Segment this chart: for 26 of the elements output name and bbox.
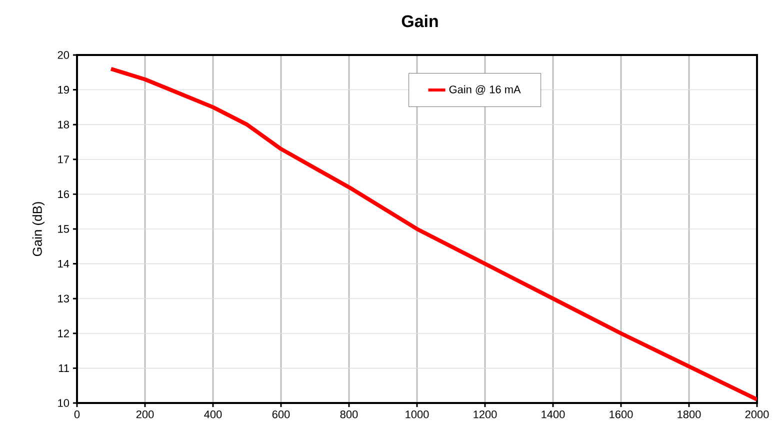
y-tick-label: 12 <box>58 330 69 338</box>
legend-label: Gain @ 16 mA <box>449 85 521 95</box>
x-tick-label: 1000 <box>406 410 429 418</box>
y-tick-label: 14 <box>58 260 70 268</box>
y-tick-label: 10 <box>58 399 70 407</box>
y-tick-label: 18 <box>58 120 69 128</box>
x-tick-label: 800 <box>340 410 358 418</box>
y-tick-label: 16 <box>58 190 69 198</box>
y-tick-label: 19 <box>58 86 69 94</box>
y-tick-label: 20 <box>58 51 70 59</box>
x-tick-label: 600 <box>272 410 290 418</box>
x-tick-label: 1200 <box>474 410 497 418</box>
chart-title: Gain <box>402 14 438 28</box>
line-series <box>109 66 758 402</box>
x-tick-label: 1400 <box>542 410 565 418</box>
x-tick-label: 400 <box>204 410 222 418</box>
y-tick-label: 13 <box>58 294 69 302</box>
y-tick-label: 11 <box>58 364 69 372</box>
y-axis-title: Gain (dB) <box>32 202 44 256</box>
x-tick-label: 1800 <box>678 410 701 418</box>
x-tick-label: 1600 <box>610 410 633 418</box>
x-tick-label: 0 <box>74 410 80 418</box>
x-tick-label: 200 <box>136 410 154 418</box>
y-tick-label: 17 <box>58 156 69 164</box>
y-tick-label: 15 <box>58 225 70 233</box>
x-tick-label: 2000 <box>745 410 769 418</box>
